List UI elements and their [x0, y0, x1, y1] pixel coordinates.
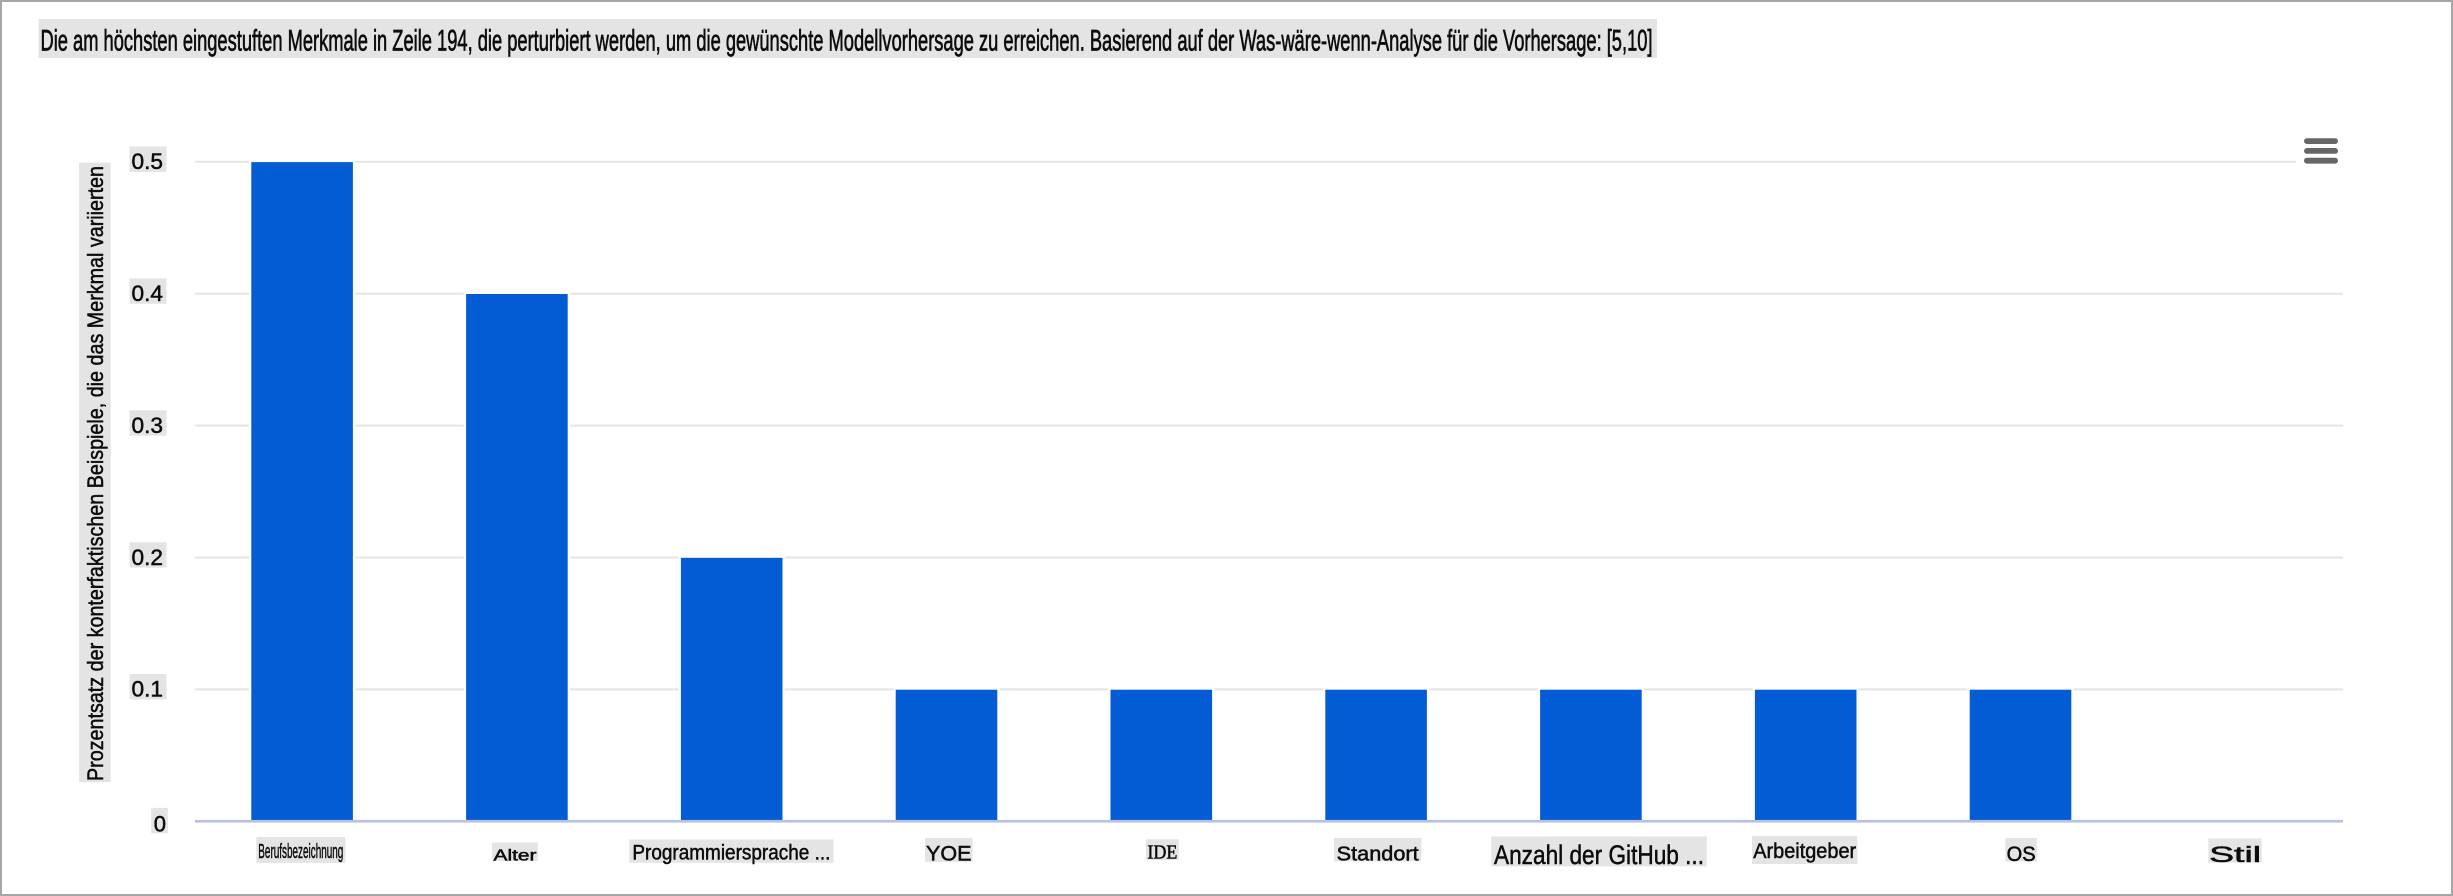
- svg-text:YOE: YOE: [926, 842, 972, 866]
- svg-text:0.1: 0.1: [132, 677, 164, 702]
- svg-text:0.5: 0.5: [132, 149, 164, 174]
- svg-text:Stil: Stil: [2209, 842, 2261, 867]
- svg-text:Anzahl der GitHub ...: Anzahl der GitHub ...: [1494, 840, 1704, 870]
- svg-text:Arbeitgeber: Arbeitgeber: [1753, 839, 1856, 863]
- svg-text:Alter: Alter: [494, 848, 537, 865]
- svg-text:Berufsbezeichnung: Berufsbezeichnung: [258, 841, 343, 863]
- svg-text:0.4: 0.4: [132, 281, 164, 306]
- svg-text:0: 0: [154, 812, 166, 837]
- svg-text:Prozentsatz der konterfaktisch: Prozentsatz der konterfaktischen Beispie…: [83, 166, 108, 781]
- svg-text:Die am höchsten eingestuften M: Die am höchsten eingestuften Merkmale in…: [41, 25, 1653, 58]
- svg-text:OS: OS: [2007, 843, 2036, 866]
- svg-text:Standort: Standort: [1337, 843, 1419, 865]
- svg-text:Programmiersprache ...: Programmiersprache ...: [632, 842, 830, 865]
- svg-text:IDE: IDE: [1147, 842, 1177, 864]
- svg-text:0.2: 0.2: [132, 545, 164, 570]
- svg-text:0.3: 0.3: [132, 413, 164, 438]
